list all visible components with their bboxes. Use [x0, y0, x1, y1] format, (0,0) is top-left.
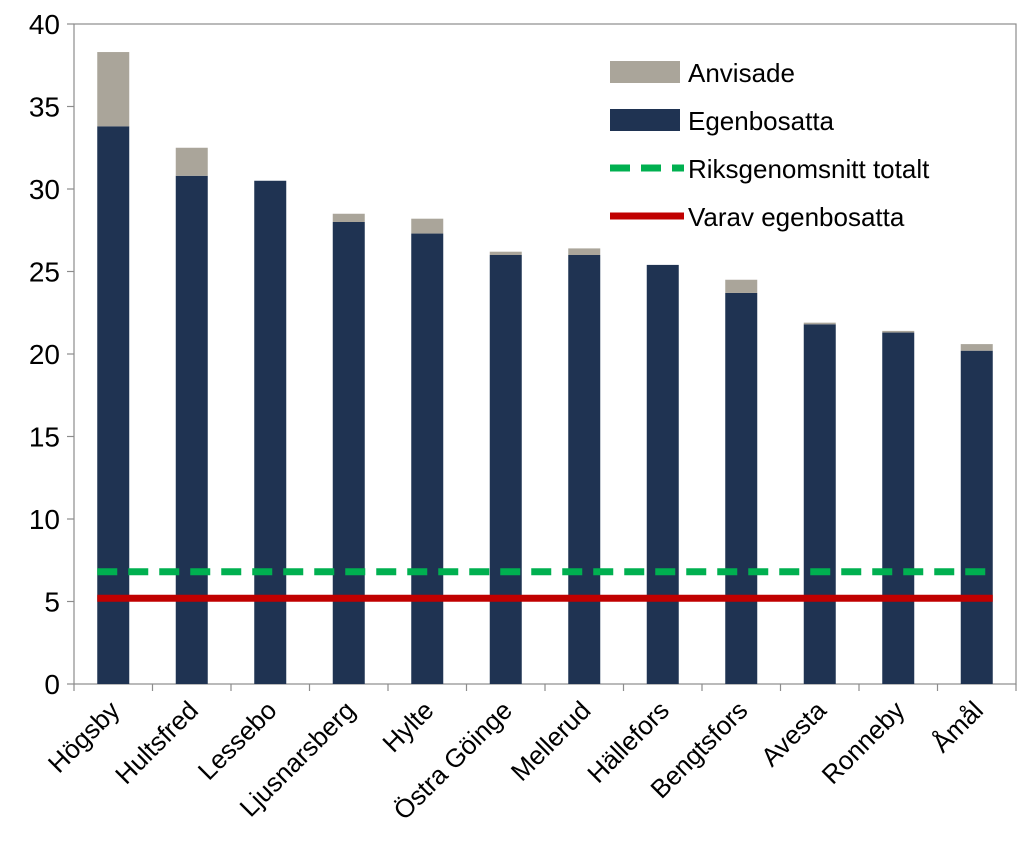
- y-tick-label: 20: [29, 339, 60, 370]
- y-tick-label: 5: [44, 587, 60, 618]
- legend-label: Varav egenbosatta: [688, 202, 905, 232]
- bar-egenbosatta: [882, 332, 915, 684]
- legend-label: Riksgenomsnitt totalt: [688, 154, 930, 184]
- x-category-label: Hultsfred: [109, 695, 204, 790]
- bar-anvisade: [960, 344, 993, 351]
- y-tick-label: 40: [29, 9, 60, 40]
- legend-swatch: [610, 109, 680, 131]
- legend: Anvisade Egenbosatta Riksgenomsnitt totalt…: [610, 58, 930, 232]
- bar-anvisade: [568, 248, 601, 255]
- bar-egenbosatta: [568, 255, 601, 684]
- x-category-label: Hylte: [376, 695, 439, 758]
- bar-egenbosatta: [960, 350, 993, 684]
- bar-anvisade: [489, 251, 522, 255]
- bar-egenbosatta: [254, 180, 287, 684]
- legend-swatch: [610, 61, 680, 83]
- y-tick-label: 30: [29, 174, 60, 205]
- bar-anvisade: [175, 147, 208, 176]
- legend-label: Egenbosatta: [688, 106, 835, 136]
- bar-egenbosatta: [646, 264, 679, 684]
- bar-anvisade: [725, 279, 758, 293]
- reference-lines-group: [97, 568, 993, 602]
- bar-anvisade: [97, 52, 130, 127]
- x-category-label: Ronneby: [816, 695, 911, 790]
- legend-label: Anvisade: [688, 58, 795, 88]
- bar-egenbosatta: [97, 126, 130, 685]
- y-tick-label: 25: [29, 257, 60, 288]
- bar-anvisade: [332, 213, 365, 222]
- y-tick-labels-group: 0 5 10 15 20 25 30 35 40: [29, 9, 60, 700]
- bar-anvisade: [882, 330, 915, 333]
- axes-group: [67, 23, 1017, 691]
- x-category-label: Mellerud: [505, 695, 597, 787]
- y-tick-label: 15: [29, 422, 60, 453]
- bars-group: [97, 52, 993, 685]
- bar-anvisade: [411, 218, 444, 234]
- bar-egenbosatta: [411, 233, 444, 685]
- x-category-label: Avesta: [755, 695, 832, 772]
- y-tick-label: 35: [29, 92, 60, 123]
- y-tick-label: 0: [44, 669, 60, 700]
- bar-egenbosatta: [332, 222, 365, 684]
- plot-area-border: [73, 23, 1017, 685]
- bar-egenbosatta: [489, 255, 522, 684]
- bar-egenbosatta: [803, 324, 836, 684]
- bar-egenbosatta: [725, 292, 758, 684]
- y-tick-label: 10: [29, 504, 60, 535]
- bar-egenbosatta: [175, 175, 208, 685]
- x-category-label: Åmål: [926, 695, 989, 758]
- bar-anvisade: [803, 322, 836, 325]
